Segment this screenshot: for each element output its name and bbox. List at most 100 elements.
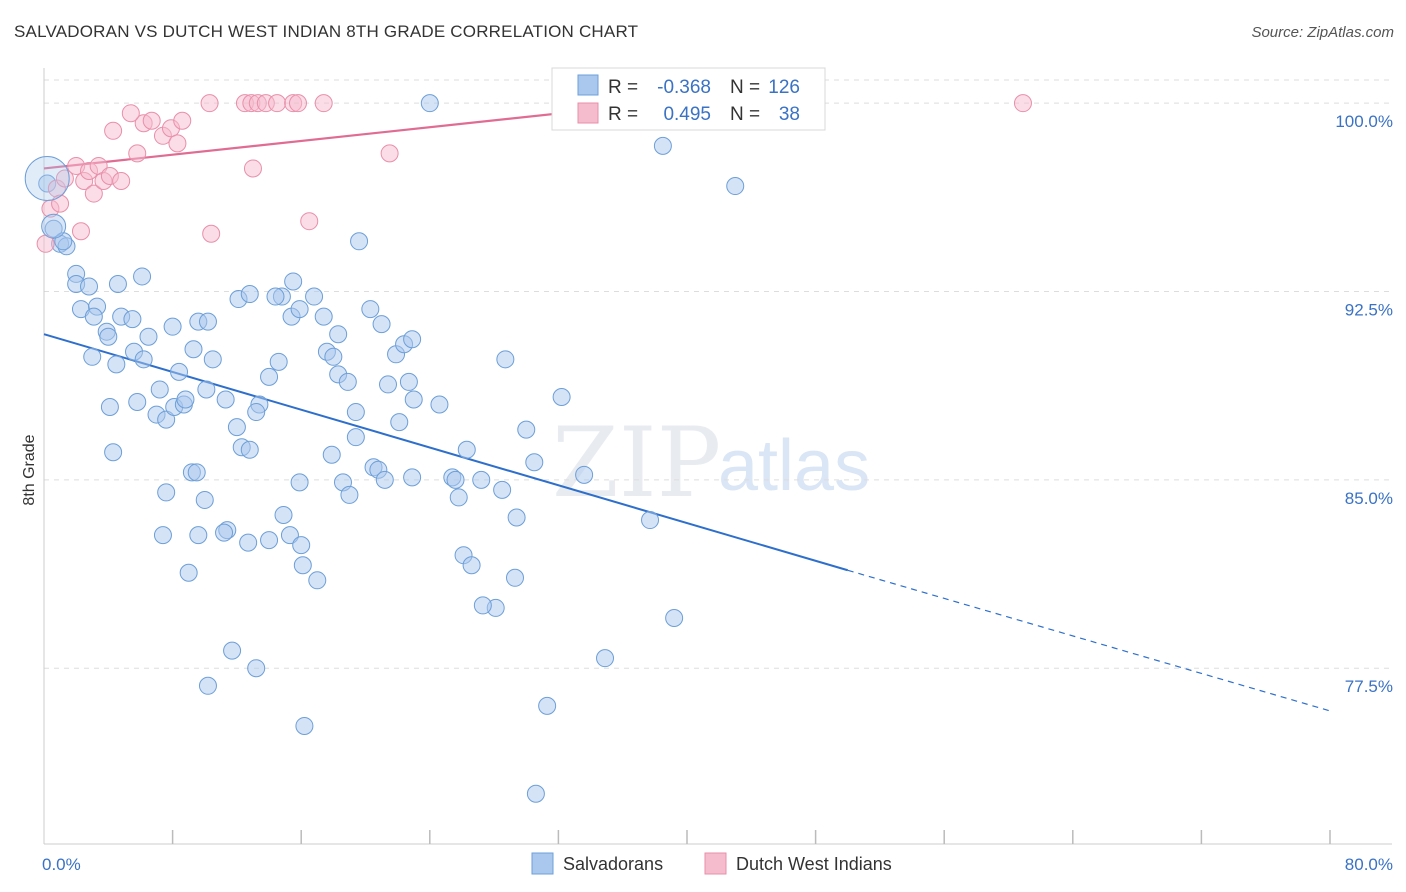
point-salvadoran-28 [184, 340, 203, 359]
legend-r-dutch: 0.495 [663, 104, 711, 125]
y-tick-label-1: 92.5% [1345, 301, 1393, 320]
point-salvadoran-108 [596, 649, 615, 668]
point-salvadoran-21 [100, 398, 119, 417]
point-salvadoran-84 [157, 483, 176, 502]
point-salvadoran-40 [247, 403, 266, 422]
point-salvadoran-110 [665, 608, 684, 627]
point-salvadoran-90 [247, 659, 266, 678]
point-salvadoran-103 [525, 453, 544, 472]
point-salvadoran-119 [457, 440, 476, 459]
point-salvadoran-17 [134, 350, 153, 369]
point-salvadoran-116 [420, 94, 439, 113]
point-dutch-15 [142, 111, 161, 130]
point-salvadoran-1 [44, 219, 63, 238]
source-credit: Source: ZipAtlas.com [1251, 24, 1394, 41]
legend-n-dutch: 38 [779, 104, 800, 125]
watermark-atlas: atlas [718, 426, 870, 506]
point-dutch-21 [200, 94, 219, 113]
point-dutch-36 [51, 194, 70, 213]
point-salvadoran-89 [223, 641, 242, 660]
point-salvadoran-6 [80, 277, 99, 296]
point-salvadoran-109 [641, 511, 660, 530]
trend-line-salvadorans-extension [847, 569, 1331, 712]
point-salvadoran-54 [346, 403, 365, 422]
watermark-zip: ZIP [552, 407, 721, 519]
point-salvadoran-26 [176, 390, 195, 409]
point-salvadoran-104 [538, 696, 557, 715]
point-salvadoran-29 [203, 350, 222, 369]
point-salvadoran-106 [552, 387, 571, 406]
point-dutch-22 [202, 224, 221, 243]
legend-r-label-2: R = [608, 104, 638, 125]
point-salvadoran-75 [292, 536, 311, 555]
point-salvadoran-88 [179, 563, 198, 582]
point-dutch-20 [121, 104, 140, 123]
point-salvadoran-11 [99, 327, 118, 346]
point-salvadoran-102 [507, 508, 526, 527]
point-salvadoran-113 [430, 395, 449, 414]
point-salvadoran-124 [83, 347, 102, 366]
point-salvadoran-76 [293, 556, 312, 575]
legend-swatch-bottom-dutch [704, 852, 727, 875]
point-salvadoran-91 [198, 676, 217, 695]
point-salvadoran-23 [157, 410, 176, 429]
point-dutch-33 [380, 144, 399, 163]
point-salvadoran-115 [517, 420, 536, 439]
point-salvadoran-9 [84, 307, 103, 326]
point-salvadoran-19 [150, 380, 169, 399]
point-salvadoran-48 [314, 307, 333, 326]
legend-r-salvadorans: -0.368 [657, 77, 711, 98]
point-salvadoran-55 [346, 428, 365, 447]
point-salvadoran-62 [403, 330, 422, 349]
point-salvadoran-18 [139, 327, 158, 346]
legend-swatch-salvadorans [577, 74, 599, 96]
point-salvadoran-47 [284, 272, 303, 291]
point-salvadoran-87 [187, 463, 206, 482]
point-salvadoran-58 [361, 300, 380, 319]
point-salvadoran-14 [123, 310, 142, 329]
point-salvadoran-16 [107, 355, 126, 374]
point-salvadoran-32 [133, 267, 152, 286]
point-salvadoran-80 [195, 490, 214, 509]
x-tick-label-1: 80.0% [1345, 855, 1393, 874]
point-salvadoran-73 [274, 506, 293, 525]
point-dutch-31 [243, 159, 262, 178]
point-salvadoran-66 [390, 413, 409, 432]
legend-r-label-1: R = [608, 77, 638, 98]
point-salvadoran-31 [198, 312, 217, 331]
point-salvadoran-98 [462, 556, 481, 575]
point-salvadoran-125 [104, 443, 123, 462]
y-tick-label-3: 77.5% [1345, 677, 1393, 696]
series-legend: Salvadorans Dutch West Indians [531, 852, 892, 875]
point-salvadoran-79 [260, 531, 279, 550]
point-salvadoran-44 [266, 287, 285, 306]
legend-n-label-1: N = [730, 77, 760, 98]
point-salvadoran-64 [399, 372, 418, 391]
point-salvadoran-117 [653, 136, 672, 155]
legend-n-label-2: N = [730, 104, 760, 125]
point-salvadoran-cluster-a [24, 155, 70, 201]
point-salvadoran-63 [379, 375, 398, 394]
y-axis-title: 8th Grade [21, 434, 38, 505]
y-tick-label-0: 100.0% [1335, 112, 1393, 131]
point-salvadoran-41 [260, 367, 279, 386]
point-salvadoran-94 [449, 488, 468, 507]
axes: 100.0% 92.5% 85.0% 77.5% 0.0% 80.0% [42, 68, 1393, 874]
point-salvadoran-78 [239, 533, 258, 552]
point-salvadoran-112 [403, 468, 422, 487]
point-dutch-18 [168, 134, 187, 153]
point-salvadoran-cluster-b [41, 213, 67, 239]
legend-swatch-dutch [577, 102, 599, 124]
point-salvadoran-85 [153, 526, 172, 545]
point-dutch-35 [1013, 94, 1032, 113]
point-salvadoran-77 [308, 571, 327, 590]
point-salvadoran-82 [215, 523, 234, 542]
point-dutch-27 [268, 94, 287, 113]
point-salvadoran-65 [404, 390, 423, 409]
data-points [24, 94, 1032, 803]
point-salvadoran-57 [340, 485, 359, 504]
point-salvadoran-36 [227, 418, 246, 437]
point-salvadoran-38 [240, 440, 259, 459]
legend-n-salvadorans: 126 [768, 77, 800, 98]
